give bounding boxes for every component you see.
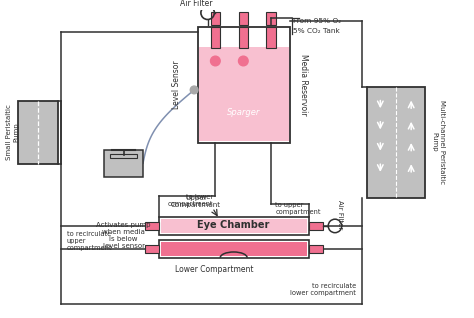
Text: to upper
compartment: to upper compartment: [275, 202, 320, 215]
Text: 5% CO₂ Tank: 5% CO₂ Tank: [293, 28, 340, 34]
Text: From 95% O₂: From 95% O₂: [293, 17, 342, 24]
Bar: [238, 27, 248, 48]
Bar: [210, 12, 220, 25]
Bar: [309, 222, 323, 230]
Text: Level Sensor: Level Sensor: [172, 61, 181, 109]
Bar: [266, 12, 276, 25]
Text: Small Peristaltic
Pump: Small Peristaltic Pump: [6, 104, 19, 160]
Text: Air Filter: Air Filter: [180, 0, 212, 8]
Text: Sparger: Sparger: [227, 107, 260, 117]
Text: to lower
compartment: to lower compartment: [168, 194, 213, 207]
Bar: [18, 101, 58, 164]
Bar: [159, 217, 309, 235]
Text: Upper
Compartment: Upper Compartment: [171, 195, 221, 208]
Circle shape: [238, 56, 248, 66]
Text: Media Reservoir: Media Reservoir: [299, 54, 308, 116]
Bar: [266, 27, 276, 48]
Bar: [145, 222, 159, 230]
Bar: [110, 154, 137, 158]
Text: Activates pump
when media
is below
level sensor: Activates pump when media is below level…: [97, 222, 151, 249]
Text: Eye Chamber: Eye Chamber: [198, 220, 270, 230]
Bar: [161, 219, 307, 233]
Circle shape: [190, 86, 198, 94]
Bar: [161, 242, 307, 256]
Bar: [104, 150, 143, 177]
Bar: [199, 46, 289, 141]
Text: Lower Compartment: Lower Compartment: [175, 266, 254, 274]
Text: to recirculate
lower compartment: to recirculate lower compartment: [290, 283, 356, 296]
Text: to recirculate
upper
compartment: to recirculate upper compartment: [67, 232, 112, 251]
Bar: [367, 87, 425, 198]
Text: Air Filter: Air Filter: [337, 200, 343, 229]
Text: Multi-channel Peristaltic
Pump: Multi-channel Peristaltic Pump: [432, 100, 445, 184]
Bar: [159, 240, 309, 258]
Bar: [309, 245, 323, 253]
Circle shape: [210, 56, 220, 66]
Bar: [145, 245, 159, 253]
Bar: [238, 12, 248, 25]
Bar: [210, 27, 220, 48]
Bar: [198, 27, 290, 143]
